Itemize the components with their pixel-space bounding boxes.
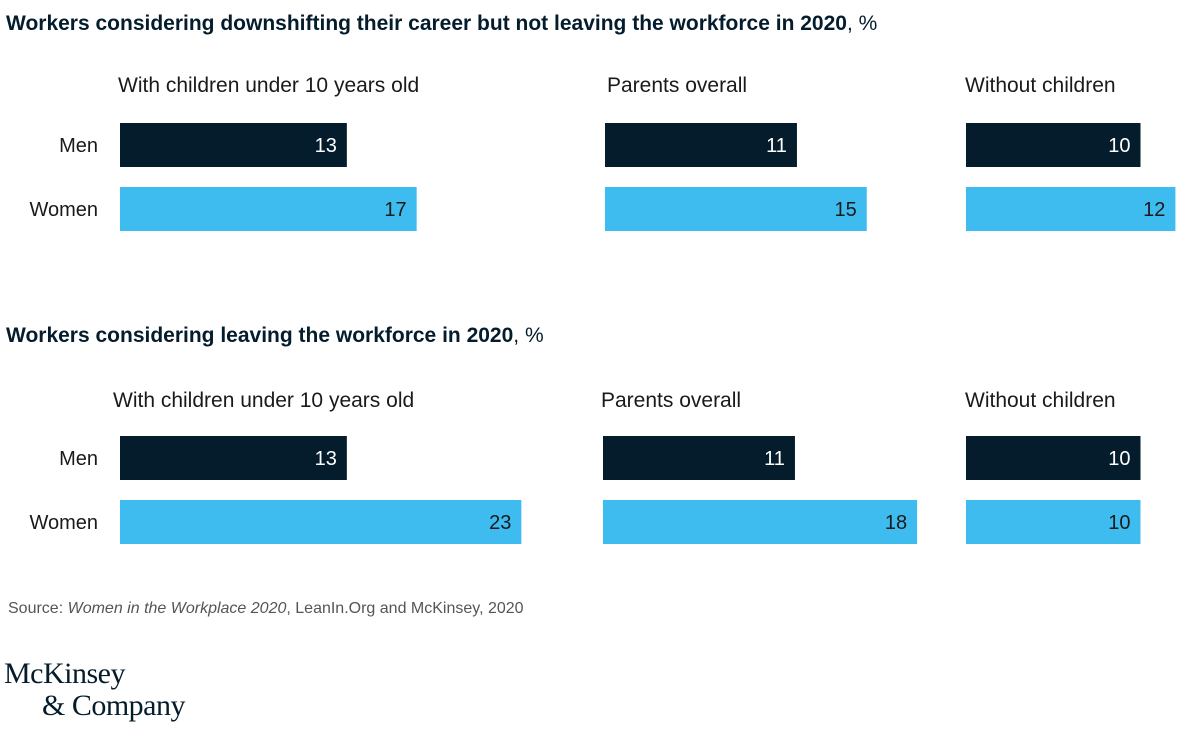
bar-men bbox=[966, 123, 1141, 167]
bar-value-label: 18 bbox=[885, 512, 907, 534]
chart-title-text: Workers considering leaving the workforc… bbox=[6, 324, 513, 347]
panel-1: With children under 10 years old 13 17 bbox=[118, 74, 419, 231]
source-suffix: , LeanIn.Org and McKinsey, 2020 bbox=[286, 600, 524, 617]
logo-line-1: McKinsey bbox=[4, 657, 125, 690]
source-note: Source: Women in the Workplace 2020, Lea… bbox=[8, 600, 524, 618]
chart-title: Workers considering downshifting their c… bbox=[6, 12, 877, 35]
bar-value-label: 10 bbox=[1108, 512, 1130, 534]
bar-value-label: 23 bbox=[489, 512, 511, 534]
panel-1: With children under 10 years old 13 23 bbox=[113, 389, 522, 544]
bar-men bbox=[120, 123, 347, 167]
chart-1: Workers considering downshifting their c… bbox=[6, 12, 1176, 231]
source-prefix: Source: bbox=[8, 600, 68, 617]
panel-title: Parents overall bbox=[601, 389, 741, 412]
panel-title: Without children bbox=[965, 389, 1116, 412]
panel-2: Parents overall 11 18 bbox=[601, 389, 918, 544]
bar-men bbox=[603, 436, 795, 480]
panel-3: Without children 10 12 bbox=[965, 74, 1176, 231]
panel-title: With children under 10 years old bbox=[113, 389, 414, 412]
bar-value-label: 10 bbox=[1108, 448, 1130, 470]
bar-women bbox=[120, 187, 417, 231]
bar-women bbox=[120, 500, 522, 544]
row-label-women: Women bbox=[29, 512, 98, 534]
bar-women bbox=[966, 500, 1141, 544]
bar-women bbox=[603, 500, 918, 544]
bar-women bbox=[966, 187, 1176, 231]
bar-men bbox=[120, 436, 347, 480]
bar-value-label: 13 bbox=[315, 135, 337, 157]
bar-value-label: 15 bbox=[835, 199, 857, 221]
row-label-men: Men bbox=[59, 448, 98, 470]
bar-men bbox=[966, 436, 1141, 480]
panel-3: Without children 10 10 bbox=[965, 389, 1141, 544]
chart-title-unit: , % bbox=[513, 324, 543, 347]
panel-title: Parents overall bbox=[607, 74, 747, 97]
chart-title: Workers considering leaving the workforc… bbox=[6, 324, 544, 347]
row-label-women: Women bbox=[29, 199, 98, 221]
panel-title: With children under 10 years old bbox=[118, 74, 419, 97]
source-title: Women in the Workplace 2020 bbox=[67, 600, 287, 617]
chart-title-text: Workers considering downshifting their c… bbox=[6, 12, 847, 35]
row-label-men: Men bbox=[59, 135, 98, 157]
chart-2: Workers considering leaving the workforc… bbox=[6, 324, 1141, 544]
bar-value-label: 17 bbox=[384, 199, 406, 221]
bar-value-label: 10 bbox=[1108, 135, 1130, 157]
mckinsey-logo: McKinsey & Company bbox=[4, 657, 186, 722]
chart-title-unit: , % bbox=[847, 12, 877, 35]
bar-value-label: 13 bbox=[315, 448, 337, 470]
bar-men bbox=[605, 123, 797, 167]
panel-2: Parents overall 11 15 bbox=[605, 74, 867, 231]
panel-title: Without children bbox=[965, 74, 1116, 97]
logo-line-2: & Company bbox=[42, 689, 186, 722]
bar-value-label: 11 bbox=[764, 448, 785, 470]
bar-value-label: 12 bbox=[1143, 199, 1165, 221]
bar-value-label: 11 bbox=[766, 135, 787, 157]
bar-women bbox=[605, 187, 867, 231]
